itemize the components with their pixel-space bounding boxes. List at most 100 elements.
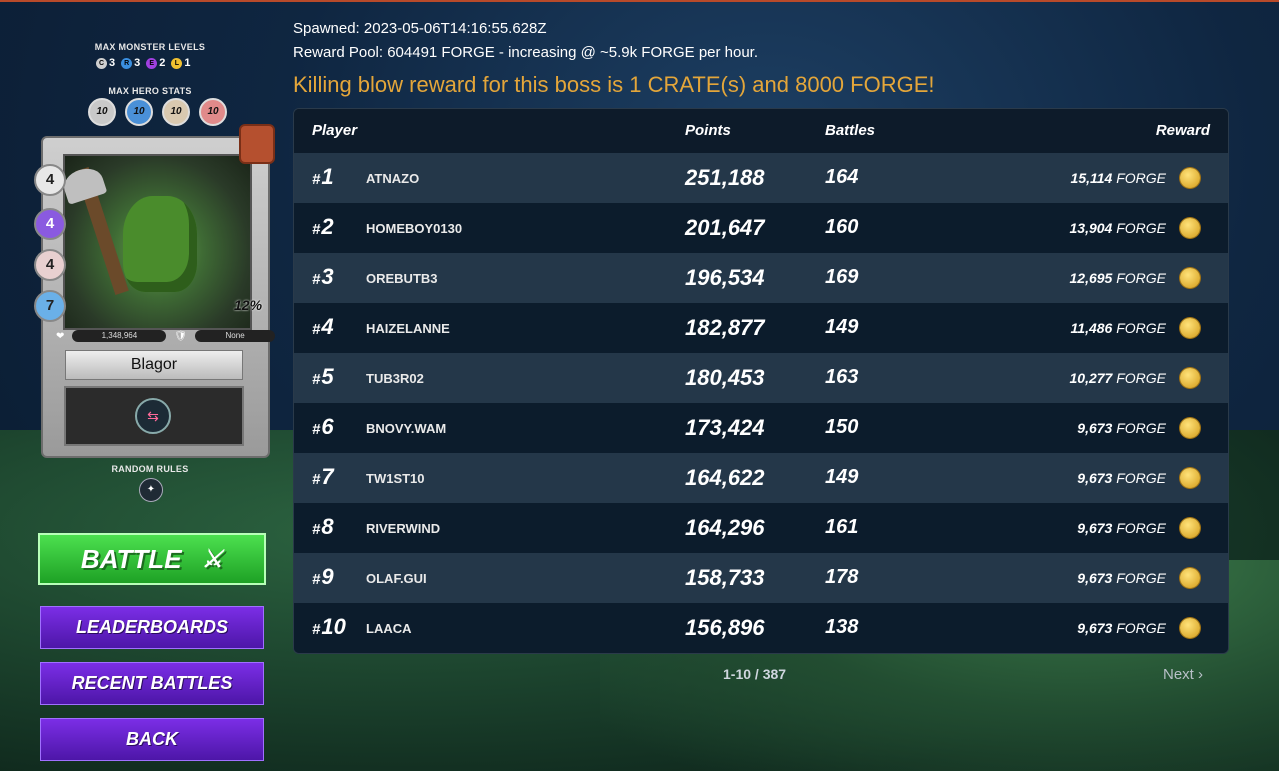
heart-icon: ❤ [56, 330, 65, 342]
rank-hash: # [312, 321, 321, 338]
points: 164,622 [685, 465, 765, 490]
battles: 169 [825, 266, 859, 288]
table-row[interactable]: #9 OLAF.GUI 158,733 178 9,673 FORGE [294, 553, 1228, 603]
player-name[interactable]: RIVERWIND [366, 521, 441, 536]
magic-stat: 4 [34, 208, 66, 240]
hero-stat-4: 10 [199, 98, 227, 126]
forge-coin-icon [1180, 168, 1200, 188]
rank-hash: # [312, 371, 321, 388]
reward: 13,904 FORGE [1070, 220, 1167, 236]
player-name[interactable]: HAIZELANNE [366, 321, 450, 336]
points: 173,424 [685, 415, 765, 440]
header-reward: Reward [1155, 122, 1210, 139]
reward-unit: FORGE [1116, 370, 1166, 386]
rank: #3 [312, 264, 334, 290]
forge-coin-icon [1180, 568, 1200, 588]
faction-icon [239, 124, 275, 164]
armor-stat: 7 [34, 290, 66, 322]
monster-level-value: 2 [159, 57, 166, 69]
attack-stat: 4 [34, 164, 66, 196]
reward: 9,673 FORGE [1077, 470, 1166, 486]
hero-stat-3: 10 [162, 98, 190, 126]
rank-hash: # [312, 421, 321, 438]
header-player: Player [312, 122, 358, 139]
rank-number: 2 [321, 214, 334, 239]
reward: 9,673 FORGE [1077, 620, 1166, 636]
player-name[interactable]: LAACA [366, 621, 412, 636]
boss-name: Blagor [65, 350, 243, 380]
rank-number: 5 [321, 364, 334, 389]
reward-pool-text: Reward Pool: 604491 FORGE - increasing @… [293, 44, 759, 61]
rank-hash: # [312, 621, 321, 638]
rank-number: 4 [321, 314, 334, 339]
rank-number: 1 [321, 164, 334, 189]
recent-battles-button[interactable]: RECENT BATTLES [40, 662, 264, 705]
max-hero-stats-label: MAX HERO STATS [108, 86, 192, 96]
player-name[interactable]: BNOVY.WAM [366, 421, 447, 436]
points: 201,647 [685, 215, 765, 240]
next-page-button[interactable]: Next › [1163, 666, 1203, 683]
rank-number: 8 [321, 514, 334, 539]
player-name[interactable]: TW1ST10 [366, 471, 425, 486]
reward-unit: FORGE [1116, 270, 1166, 286]
reward-unit: FORGE [1116, 520, 1166, 536]
player-name[interactable]: TUB3R02 [366, 371, 424, 386]
player-name[interactable]: OREBUTB3 [366, 271, 438, 286]
rarity-l-icon: L [171, 57, 183, 69]
leaderboards-button[interactable]: LEADERBOARDS [40, 606, 264, 649]
pagination-range: 1-10 / 387 [723, 666, 787, 682]
reward-amount: 9,673 [1077, 420, 1113, 436]
rank-number: 6 [321, 414, 334, 439]
monster-level-value: 3 [134, 57, 141, 69]
rank-number: 9 [321, 564, 334, 589]
forge-coin-icon [1180, 468, 1200, 488]
table-row[interactable]: #2 HOMEBOY0130 201,647 160 13,904 FORGE [294, 203, 1228, 253]
swap-ability-icon[interactable]: ⇆ [135, 398, 171, 434]
table-header: Player Points Battles Reward [294, 109, 1228, 153]
forge-coin-icon [1180, 618, 1200, 638]
header-battles: Battles [825, 122, 876, 139]
player-name[interactable]: OLAF.GUI [366, 571, 427, 586]
player-name[interactable]: ATNAZO [366, 171, 420, 186]
forge-coin-icon [1180, 368, 1200, 388]
table-row[interactable]: #4 HAIZELANNE 182,877 149 11,486 FORGE [294, 303, 1228, 353]
back-button[interactable]: BACK [40, 718, 264, 761]
rank: #7 [312, 464, 334, 490]
random-rule-icon[interactable]: ✦ [139, 478, 163, 502]
player-name[interactable]: HOMEBOY0130 [366, 221, 463, 236]
reward: 10,277 FORGE [1070, 370, 1167, 386]
rank: #9 [312, 564, 334, 590]
table-row[interactable]: #8 RIVERWIND 164,296 161 9,673 FORGE [294, 503, 1228, 553]
reward-amount: 9,673 [1077, 620, 1113, 636]
hero-stat-1: 10 [88, 98, 116, 126]
forge-coin-icon [1180, 318, 1200, 338]
rarity-c-icon: C [96, 57, 107, 69]
battles: 163 [825, 366, 859, 388]
rarity-r-icon: R [121, 57, 133, 69]
rank: #1 [312, 164, 334, 190]
boss-card[interactable] [41, 136, 270, 458]
rank-number: 7 [321, 464, 334, 489]
rank-hash: # [312, 221, 321, 238]
reward-unit: FORGE [1116, 420, 1166, 436]
chevron-right-icon: › [1198, 666, 1204, 683]
reward-unit: FORGE [1116, 570, 1166, 586]
points: 156,896 [685, 615, 765, 640]
table-row[interactable]: #7 TW1ST10 164,622 149 9,673 FORGE [294, 453, 1228, 503]
crit-percent: 12% [234, 297, 263, 313]
table-row[interactable]: #10 LAACA 156,896 138 9,673 FORGE [294, 603, 1228, 653]
battle-button[interactable]: BATTLE ⚔ [38, 533, 266, 585]
table-row[interactable]: #3 OREBUTB3 196,534 169 12,695 FORGE [294, 253, 1228, 303]
table-row[interactable]: #6 BNOVY.WAM 173,424 150 9,673 FORGE [294, 403, 1228, 453]
table-row[interactable]: #5 TUB3R02 180,453 163 10,277 FORGE [294, 353, 1228, 403]
reward: 15,114 FORGE [1071, 170, 1166, 186]
top-border [0, 0, 1279, 2]
forge-coin-icon [1180, 268, 1200, 288]
battles: 178 [825, 566, 859, 588]
reward-amount: 12,695 [1069, 270, 1113, 286]
table-row[interactable]: #1 ATNAZO 251,188 164 15,114 FORGE [294, 153, 1228, 203]
reward-amount: 9,673 [1077, 570, 1113, 586]
